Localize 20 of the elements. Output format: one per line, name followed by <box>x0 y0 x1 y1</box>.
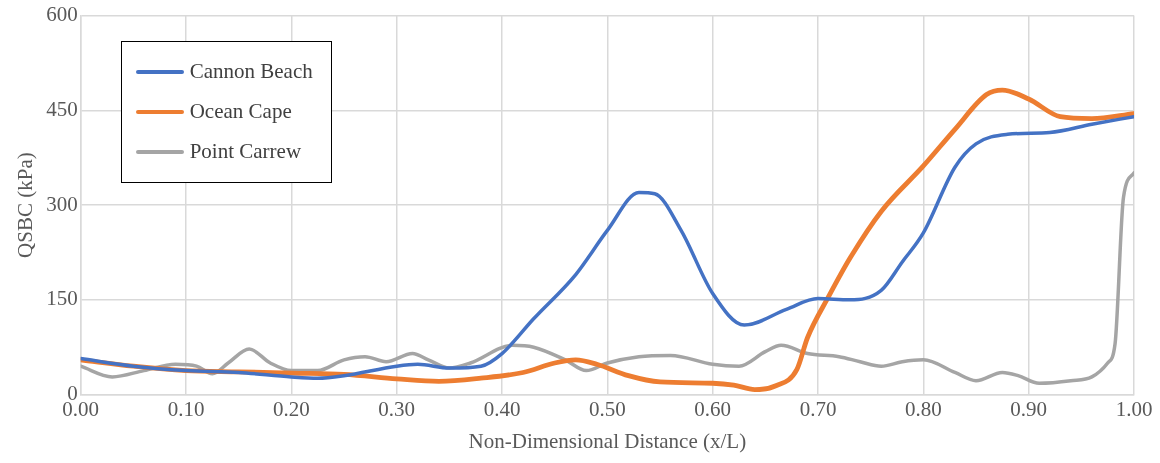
x-tick-label: 0.50 <box>588 396 626 421</box>
x-axis-title: Non-Dimensional Distance (x/L) <box>468 428 747 453</box>
x-tick-label: 0.10 <box>167 396 205 421</box>
y-tick-label: 600 <box>46 2 78 27</box>
x-tick-label: 1.00 <box>1115 396 1153 421</box>
legend-label: Point Carrew <box>189 139 302 165</box>
x-tick-label: 0.90 <box>1010 396 1048 421</box>
x-tick-label: 0.30 <box>378 396 416 421</box>
x-tick-label: 0.40 <box>483 396 521 421</box>
legend-label: Cannon Beach <box>189 59 313 85</box>
y-axis-title: QSBC (kPa) <box>13 152 38 258</box>
line-series <box>80 171 1134 385</box>
x-tick-label: 0.80 <box>904 396 942 421</box>
x-tick-label: 0.70 <box>799 396 837 421</box>
x-tick-label: 0.20 <box>272 396 310 421</box>
y-tick-label: 450 <box>46 96 78 121</box>
y-tick-label: 150 <box>46 286 78 311</box>
y-tick-label: 300 <box>46 191 78 216</box>
legend-label: Ocean Cape <box>189 99 292 125</box>
x-tick-label: 0.60 <box>694 396 732 421</box>
